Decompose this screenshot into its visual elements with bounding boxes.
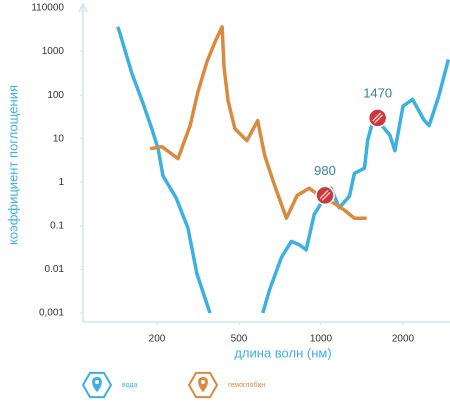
marker-hatch (372, 112, 384, 124)
annotation-label: 1470 (363, 85, 392, 100)
annotation-marker (367, 108, 388, 128)
y-tick-label: 1000 (42, 46, 65, 57)
y-tick-label: 0,001 (39, 308, 64, 319)
y-tick-label: 1 (58, 177, 64, 188)
legend-hexagon (187, 371, 219, 399)
plot-area (116, 25, 450, 314)
y-tick-label: 10 (53, 133, 65, 144)
y-tick-label: 0.01 (45, 264, 65, 275)
x-tick-label: 200 (149, 334, 166, 345)
legend-pin-dot (201, 380, 205, 384)
y-axis-label: коэффициент поглощения (5, 85, 20, 245)
series-line (116, 26, 450, 314)
legend-pin-dot (95, 380, 99, 384)
legend-label: гемоглобин (228, 381, 265, 389)
legend-hexagon (81, 371, 113, 399)
series-line (149, 25, 367, 220)
y-tick-label: 110000 (31, 3, 64, 14)
annotation-marker (315, 185, 335, 206)
y-tick-label: 100 (47, 90, 64, 101)
x-tick-label: 2000 (392, 334, 415, 345)
x-tick-label: 500 (231, 334, 248, 345)
legend-pin (92, 377, 102, 392)
x-tick-label: 1000 (310, 334, 333, 345)
x-axis-label: длина волн (нм) (234, 345, 331, 360)
legend-label: вода (122, 382, 137, 389)
y-axis-arrow (78, 2, 88, 13)
annotation-label: 980 (314, 163, 336, 178)
y-tick-label: 0.1 (50, 220, 64, 231)
marker-hatch (319, 189, 331, 201)
legend-pin (198, 377, 208, 392)
